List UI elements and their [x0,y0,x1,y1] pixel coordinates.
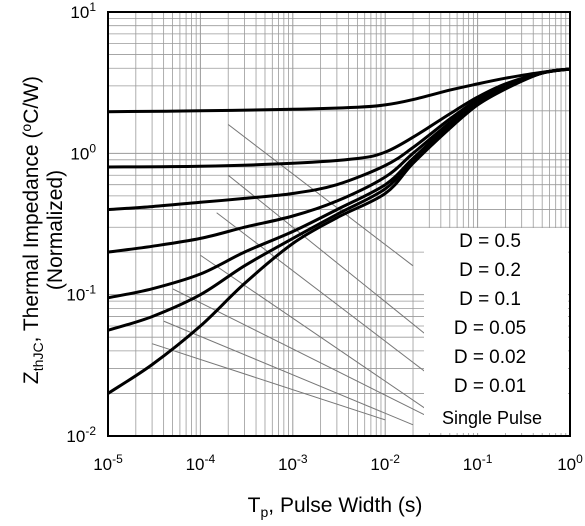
legend-item: D = 0.1 [459,289,521,310]
y-tick-label: 101 [70,0,96,22]
x-tick-label: 10-3 [278,452,308,474]
plot-frame [107,11,571,437]
legend-item: D = 0.02 [454,347,526,368]
duty-cycle-guide-line [172,288,451,428]
x-tick-label: 10-1 [463,452,493,474]
y-tick-label: 10-1 [66,283,96,305]
y-axis-label-sub: thJC [30,342,46,371]
x-axis-label-rest: , Pulse Width (s) [268,494,422,517]
x-tick-label: 100 [557,452,583,474]
duty-cycle-guide-line [163,320,414,426]
x-tick-label: 10-5 [93,452,123,474]
legend: D = 0.5 D = 0.2 D = 0.1 D = 0.05 D = 0.02 D =… [442,231,542,428]
x-axis-label-main: T [248,494,261,517]
legend-item: D = 0.2 [459,260,521,281]
y-axis-label-group: ZthJC, Thermal Impedance (oC/W) (Normali… [18,76,67,384]
y-axis-label-unit: C/W) [20,76,43,124]
x-axis-label: Tp, Pulse Width (s) [248,494,423,520]
y-axis-label-degree: o [18,124,34,132]
x-axis-label-sub: p [260,504,268,520]
impedance-curves [107,67,571,395]
legend-item: Single Pulse [442,408,542,428]
series-line-d-0-5 [107,67,571,114]
x-tick-label: 10-2 [370,452,400,474]
y-axis-label-rest: , Thermal Impedance ( [20,132,43,343]
duty-cycle-guide-line [200,254,458,431]
x-tick-labels: 10-5 10-4 10-3 10-2 10-1 100 [93,452,583,474]
series-line-d-0-2 [107,67,571,169]
y-tick-label: 100 [70,141,96,163]
y-tick-labels: 101 100 10-1 10-2 [66,0,96,446]
x-tick-label: 10-4 [186,452,216,474]
y-tick-label: 10-2 [66,424,96,446]
legend-box [424,228,568,433]
legend-item: D = 0.05 [454,318,526,339]
y-axis-label-main: Z [20,371,43,384]
duty-cycle-guide-line [227,174,430,338]
duty-cycle-guide-line [216,212,451,391]
series-line-single-pulse [107,67,571,395]
duty-cycle-guides [151,124,458,431]
duty-cycle-guide-line [151,343,386,421]
duty-cycle-guide-line [227,124,414,267]
y-axis-label-line1: ZthJC, Thermal Impedance (oC/W) [18,76,46,384]
legend-item: D = 0.5 [459,231,521,252]
legend-item: D = 0.01 [454,376,526,397]
y-axis-label-line2: (Normalized) [44,170,67,290]
